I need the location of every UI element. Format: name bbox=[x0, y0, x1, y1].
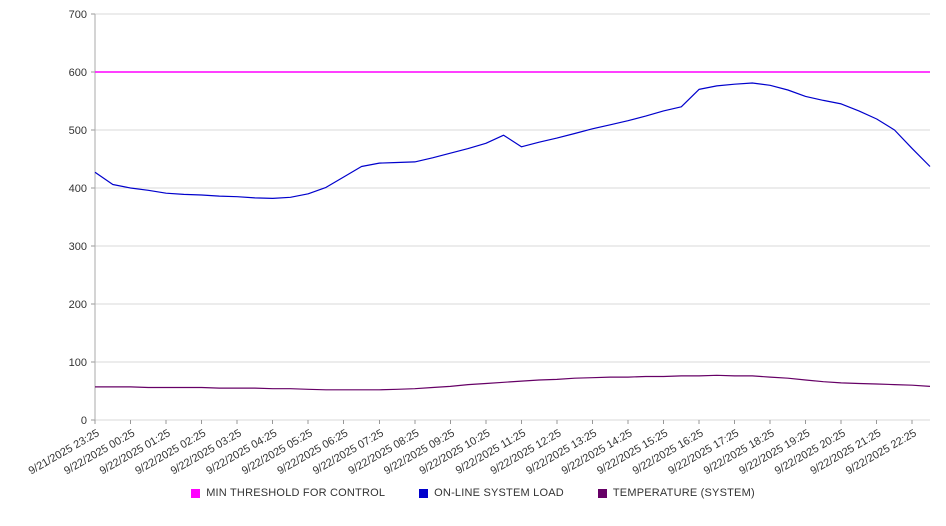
legend-item-system-load[interactable]: ON-LINE SYSTEM LOAD bbox=[419, 487, 564, 499]
legend-item-min-threshold[interactable]: MIN THRESHOLD FOR CONTROL bbox=[191, 487, 385, 499]
legend-swatch-temperature bbox=[597, 488, 607, 498]
legend-label-temperature: TEMPERATURE (SYSTEM) bbox=[612, 487, 755, 499]
legend-label-min-threshold: MIN THRESHOLD FOR CONTROL bbox=[206, 487, 386, 499]
series-line-1 bbox=[94, 82, 931, 199]
y-axis-labels: 0 100 200 300 400 500 600 700 bbox=[69, 9, 87, 427]
svg-text:100: 100 bbox=[69, 357, 87, 369]
legend-swatch-min-threshold bbox=[191, 488, 201, 498]
svg-text:200: 200 bbox=[69, 299, 87, 311]
svg-text:600: 600 bbox=[69, 67, 87, 79]
chart-legend: MIN THRESHOLD FOR CONTROL ON-LINE SYSTEM… bbox=[0, 482, 946, 504]
svg-text:400: 400 bbox=[69, 183, 87, 195]
gridlines bbox=[91, 13, 930, 421]
svg-text:700: 700 bbox=[69, 9, 87, 21]
line-chart: 0 100 200 300 400 500 600 700 9/21/2025 23:259/2… bbox=[27, 9, 931, 477]
legend-item-temperature[interactable]: TEMPERATURE (SYSTEM) bbox=[597, 487, 755, 499]
svg-text:300: 300 bbox=[69, 241, 87, 253]
series-line-2 bbox=[95, 374, 931, 391]
svg-text:500: 500 bbox=[69, 125, 87, 137]
svg-text:0: 0 bbox=[81, 415, 87, 427]
x-axis-labels: 9/21/2025 23:259/22/2025 00:259/22/2025 … bbox=[27, 420, 919, 477]
legend-swatch-system-load bbox=[419, 488, 429, 498]
legend-label-system-load: ON-LINE SYSTEM LOAD bbox=[434, 487, 564, 499]
